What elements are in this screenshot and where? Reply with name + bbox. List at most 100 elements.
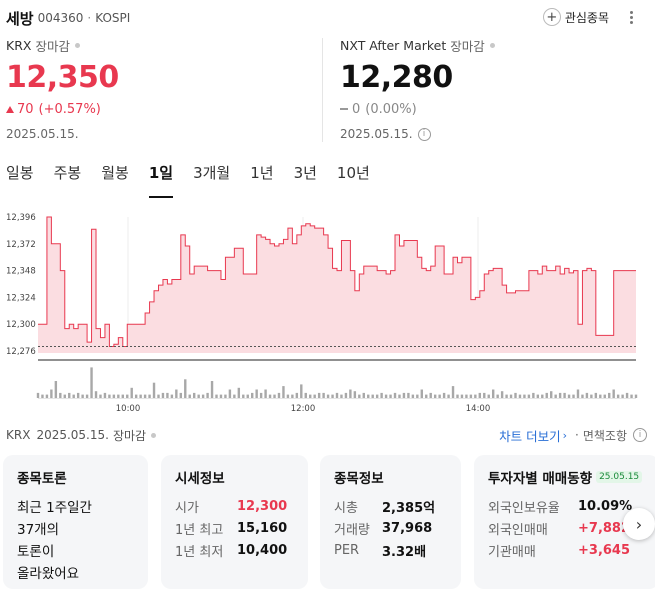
volume-bar	[349, 389, 352, 398]
krx-status: 장마감	[35, 38, 70, 54]
volume-bar	[469, 394, 473, 398]
quote-card[interactable]: 시세정보 시가 12,300 1년 최고 15,160 1년 최저 10,400	[161, 455, 308, 589]
volume-bar	[572, 394, 575, 398]
tab-10years[interactable]: 10년	[336, 164, 370, 182]
volume-bar	[179, 392, 183, 398]
volume-bar	[184, 379, 187, 398]
x-tick-label: 14:00	[466, 404, 491, 414]
price-line	[38, 216, 636, 348]
volume-bar	[143, 394, 147, 398]
volume-bar	[608, 392, 611, 398]
nxt-change-pct: (0.00%)	[365, 101, 417, 117]
volume-bar	[45, 394, 49, 398]
chart-more-link[interactable]: 차트 더보기	[499, 428, 561, 444]
y-tick-label: 12,276	[6, 347, 36, 357]
info-icon[interactable]: i	[417, 127, 431, 141]
volume-bar	[496, 394, 499, 398]
disclaimer-link[interactable]: 면책조항	[582, 428, 627, 443]
tab-3months[interactable]: 3개월	[193, 164, 231, 182]
volume-bar	[103, 392, 107, 398]
volume-bar	[554, 394, 557, 398]
krx-price-panel: KRX 장마감 12,350 70 (+0.57%) 2025.05.15.	[6, 36, 306, 142]
volume-bar	[625, 392, 629, 398]
chart-volume-layer	[36, 367, 638, 399]
volume-bar	[90, 367, 93, 398]
chart-info-line: KRX 2025.05.15. 장마감 차트 더보기 › · 면책조항 i	[6, 426, 647, 444]
status-dot-icon	[74, 42, 80, 48]
volume-bar	[523, 394, 526, 398]
tab-weekly[interactable]: 주봉	[53, 164, 82, 182]
investor-row: 기관매매 +3,645	[488, 539, 655, 561]
volume-bar	[456, 394, 459, 398]
quote-row: 1년 최저 10,400	[175, 539, 294, 561]
volume-bar	[447, 394, 450, 398]
volume-bar	[300, 384, 303, 398]
volume-bar	[380, 392, 383, 398]
info-icon[interactable]: i	[633, 428, 647, 442]
tab-daily[interactable]: 일봉	[6, 164, 34, 182]
stock-name: 세방	[6, 9, 34, 28]
stock-info-card-body: 시총 2,385억 거래량 37,968 PER 3.32배	[334, 495, 447, 561]
krx-change: 70 (+0.57%)	[6, 100, 306, 118]
investor-row: 외국인매매 +7,882	[488, 517, 655, 539]
volume-bar	[451, 386, 455, 398]
volume-bar	[353, 391, 357, 398]
volume-bar	[309, 394, 312, 398]
more-dot-icon	[629, 20, 633, 24]
volume-bar	[36, 392, 40, 398]
tab-monthly[interactable]: 월봉	[101, 164, 129, 182]
volume-bar	[295, 392, 299, 398]
date-badge: 25.05.15	[596, 471, 643, 483]
discussion-card[interactable]: 종목토론 최근 1주일간 37개의 토론이 올라왔어요	[3, 455, 148, 589]
volume-bar	[358, 394, 361, 398]
volume-bar	[68, 392, 71, 398]
watchlist-button[interactable]: + 관심종목	[542, 6, 609, 28]
investor-card-body: 외국인보유율 10.09% 외국인매매 +7,882 기관매매 +3,645	[488, 495, 655, 561]
volume-bar	[514, 392, 517, 398]
volume-bar	[541, 394, 544, 398]
volume-bar	[85, 394, 89, 398]
y-tick-label: 12,396	[6, 213, 36, 223]
y-tick-label: 12,348	[6, 267, 36, 277]
stock-info-card[interactable]: 종목정보 시총 2,385억 거래량 37,968 PER 3.32배	[320, 455, 461, 589]
volume-bar	[99, 394, 102, 398]
investor-value: +7,882	[578, 520, 631, 536]
volume-bar	[72, 394, 75, 398]
volume-bar	[621, 394, 624, 398]
volume-bar	[219, 394, 223, 398]
volume-bar	[94, 391, 98, 398]
nxt-current-price: 12,280	[340, 60, 453, 95]
volume-bar	[255, 389, 258, 398]
investor-value: 10.09%	[578, 498, 633, 514]
volume-bar	[251, 392, 254, 398]
volume-bar	[384, 394, 388, 398]
stock-header: 세방 004360 · KOSPI + 관심종목	[6, 6, 649, 30]
volume-bar	[166, 392, 169, 398]
tab-1day[interactable]: 1일	[148, 160, 174, 198]
discussion-line: 37개의	[17, 522, 60, 538]
volume-bar	[161, 392, 165, 398]
volume-bar	[545, 392, 548, 398]
more-menu-button[interactable]	[623, 6, 639, 28]
volume-bar	[237, 387, 241, 398]
volume-bar	[322, 392, 325, 398]
stock-info-row: 시총 2,385억	[334, 495, 447, 517]
volume-bar	[465, 394, 468, 398]
more-dot-icon	[629, 10, 633, 14]
volume-bar	[108, 394, 111, 398]
next-card-button[interactable]: ›	[623, 508, 655, 540]
volume-bar	[460, 394, 464, 398]
volume-bar	[313, 394, 316, 398]
discussion-card-body: 최근 1주일간 37개의 토론이 올라왔어요	[17, 497, 134, 585]
investor-card-title-text: 투자자별 매매동향	[488, 471, 593, 487]
volume-bar	[175, 389, 178, 398]
nxt-status: 장마감	[450, 38, 485, 54]
volume-bar	[197, 394, 200, 398]
intraday-chart[interactable]: 12,396 12,372 12,348 12,324 12,300 12,276 10:…	[0, 205, 655, 415]
tab-3years[interactable]: 3년	[293, 164, 317, 182]
investor-label: 외국인보유율	[488, 500, 560, 516]
stock-info-value: 37,968	[382, 520, 433, 536]
volume-bar	[192, 392, 196, 398]
tab-1year[interactable]: 1년	[250, 164, 274, 182]
volume-bar	[375, 394, 379, 398]
